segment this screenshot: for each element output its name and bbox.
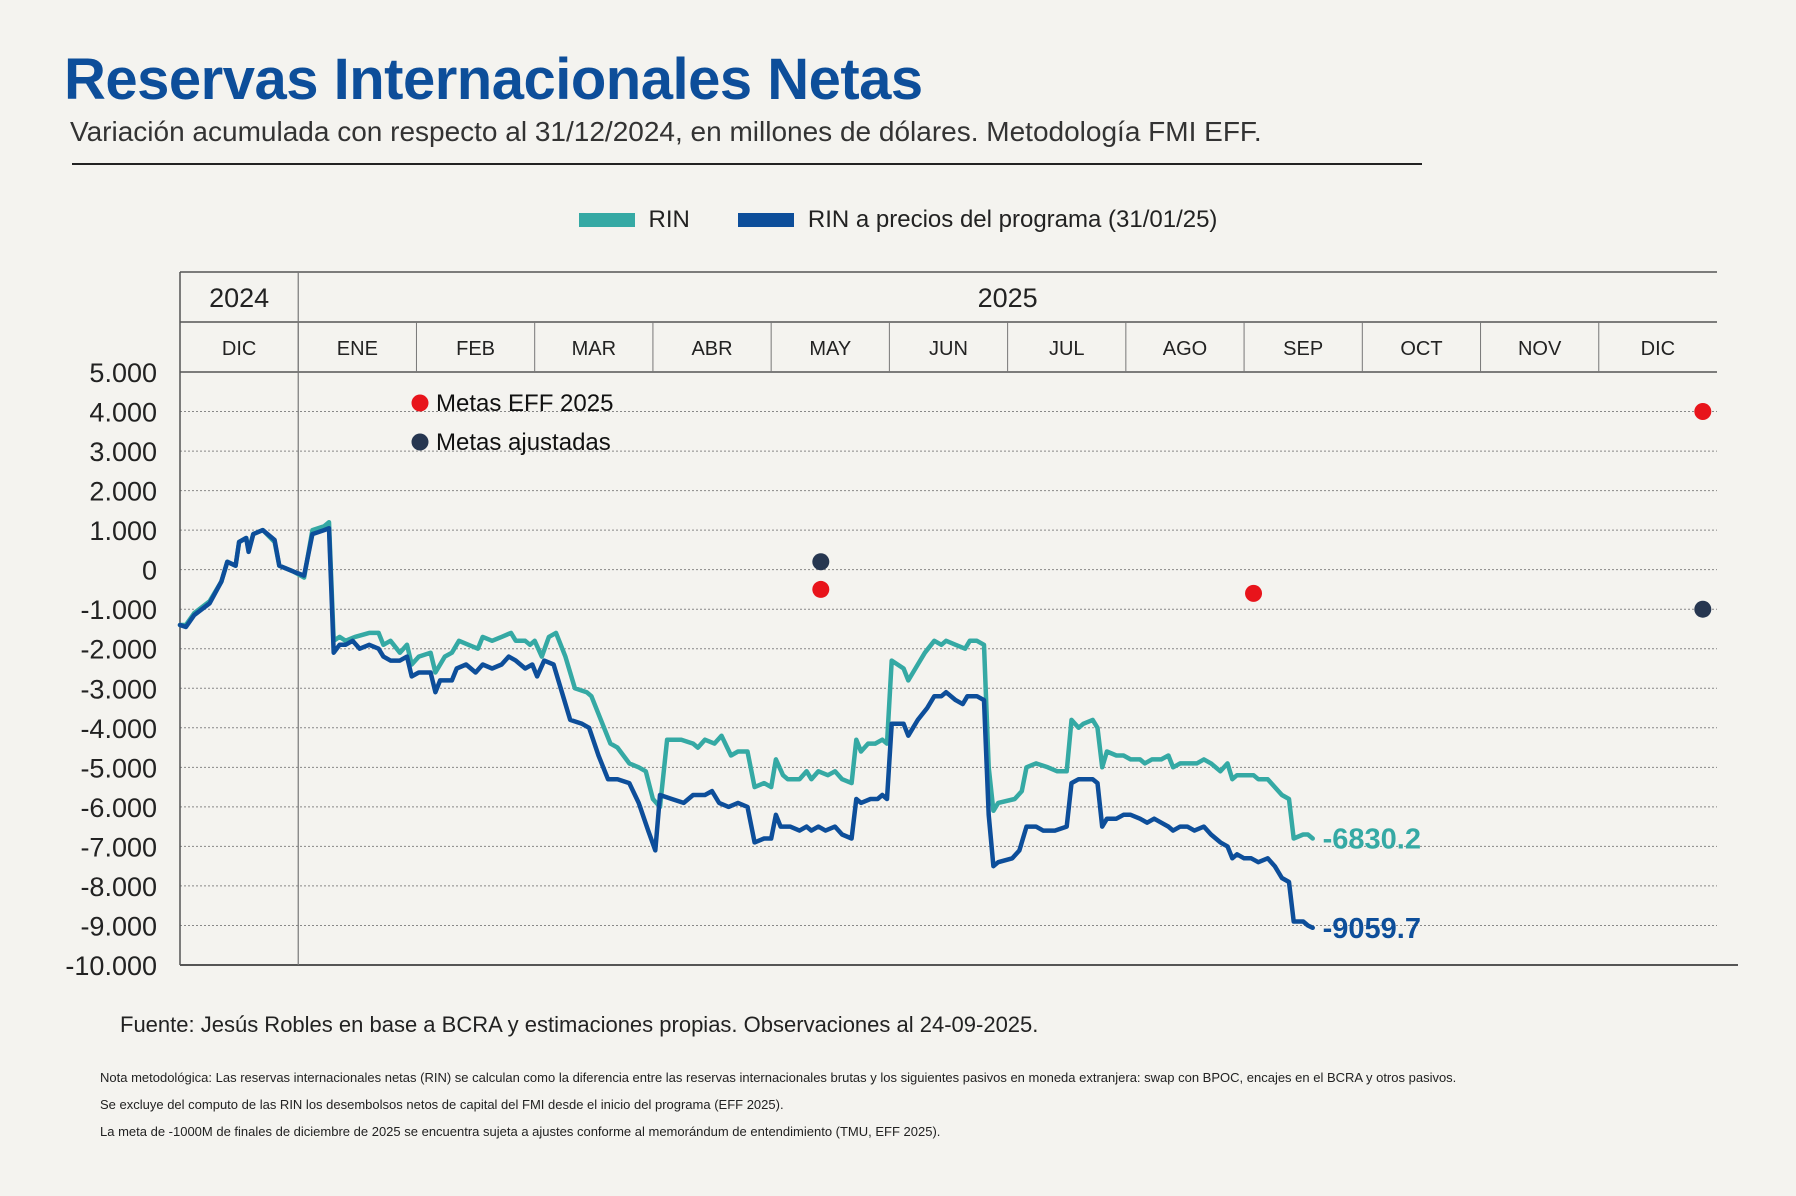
chart-subtitle: Variación acumulada con respecto al 31/1… xyxy=(70,116,1262,147)
month-label: AGO xyxy=(1163,338,1207,360)
y-tick-label: -2.000 xyxy=(80,635,157,665)
y-tick-label: 5.000 xyxy=(89,358,157,388)
month-label: JUN xyxy=(929,338,968,360)
y-tick-label: -4.000 xyxy=(80,714,157,744)
y-tick-label: 0 xyxy=(142,556,157,586)
series-line-rin-programa xyxy=(177,525,1315,931)
y-tick-label: 3.000 xyxy=(89,437,157,467)
y-tick-label: -8.000 xyxy=(80,872,157,902)
month-label: MAY xyxy=(809,338,851,360)
series-legend: RIN RIN a precios del programa (31/01/25… xyxy=(0,206,1796,234)
month-label: MAR xyxy=(572,338,616,360)
y-tick-label: -5.000 xyxy=(80,753,157,783)
y-tick-label: -1.000 xyxy=(80,595,157,625)
y-tick-label: -7.000 xyxy=(80,832,157,862)
legend-marker-label: Metas ajustadas xyxy=(436,429,611,456)
chart-title: Reservas Internacionales Netas xyxy=(64,47,923,112)
legend-label-rin: RIN xyxy=(648,206,690,233)
title-divider xyxy=(72,163,1422,165)
month-label: OCT xyxy=(1400,338,1442,360)
methodology-notes: Nota metodológica: Las reservas internac… xyxy=(100,1064,1456,1145)
target-marker xyxy=(812,580,830,598)
month-label: NOV xyxy=(1518,338,1562,360)
month-label: ABR xyxy=(691,338,732,360)
month-label: DIC xyxy=(1641,338,1675,360)
series-end-label: -6830.2 xyxy=(1323,823,1421,855)
source-note: Fuente: Jesús Robles en base a BCRA y es… xyxy=(120,1012,1039,1037)
target-marker xyxy=(812,553,830,571)
legend-label-rin-programa: RIN a precios del programa (31/01/25) xyxy=(807,206,1218,233)
target-marker xyxy=(1694,600,1712,618)
legend-marker-label: Metas EFF 2025 xyxy=(436,390,613,417)
y-tick-label: -3.000 xyxy=(80,674,157,704)
target-marker xyxy=(1245,584,1263,602)
month-label: ENE xyxy=(337,338,378,360)
month-label: FEB xyxy=(456,338,495,360)
y-tick-label: -6.000 xyxy=(80,793,157,823)
month-label: DIC xyxy=(222,338,256,360)
year-label: 2024 xyxy=(209,283,269,313)
target-marker xyxy=(1694,403,1712,421)
note-line: La meta de -1000M de finales de diciembr… xyxy=(100,1124,941,1139)
month-label: JUL xyxy=(1049,338,1085,360)
month-label: SEP xyxy=(1283,338,1323,360)
legend-swatch-rin-programa xyxy=(737,213,794,227)
y-tick-label: 1.000 xyxy=(89,516,157,546)
note-line: Se excluye del computo de las RIN los de… xyxy=(100,1097,784,1112)
legend-item-rin-programa: RIN a precios del programa (31/01/25) xyxy=(737,206,1218,234)
legend-item-rin: RIN xyxy=(578,206,690,234)
legend-marker-dot xyxy=(411,433,429,451)
y-tick-label: 2.000 xyxy=(89,477,157,507)
year-label: 2025 xyxy=(978,283,1038,313)
series-end-label: -9059.7 xyxy=(1323,913,1421,945)
y-tick-label: -10.000 xyxy=(65,951,157,981)
legend-swatch-rin xyxy=(578,213,635,227)
y-tick-label: -9.000 xyxy=(80,911,157,941)
legend-marker-dot xyxy=(411,394,429,412)
y-tick-label: 4.000 xyxy=(89,398,157,428)
note-line: Nota metodológica: Las reservas internac… xyxy=(100,1070,1457,1085)
series-line-rin xyxy=(177,519,1315,841)
